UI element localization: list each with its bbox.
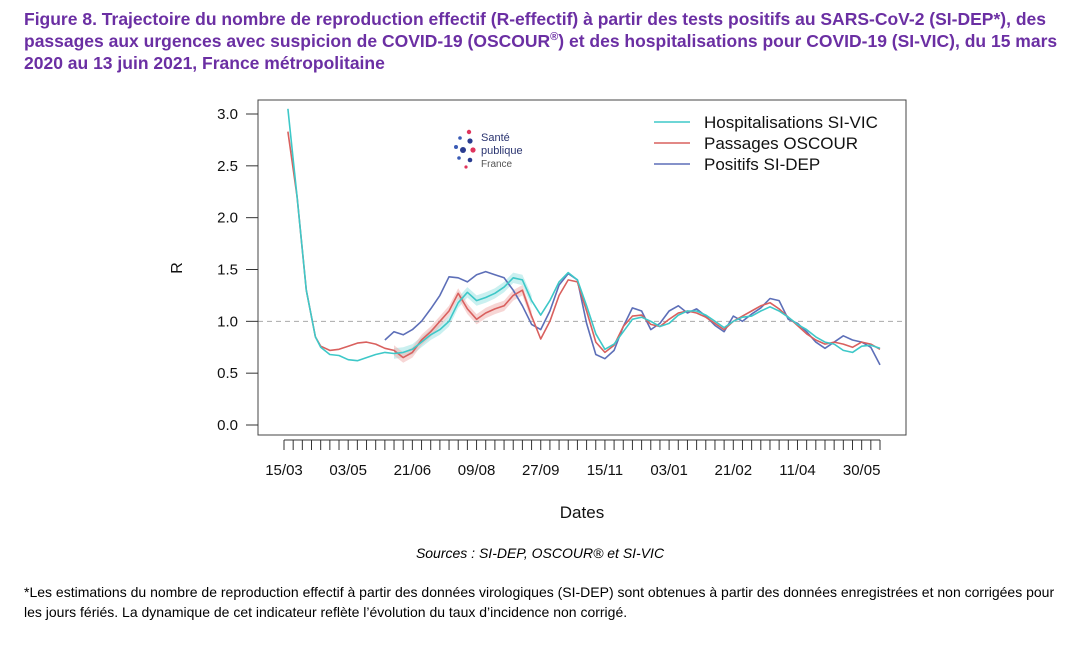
legend-label-1: Hospitalisations SI-VIC — [704, 113, 878, 132]
x-tick-label: 11/04 — [779, 462, 815, 479]
y-tick-label: 3.0 — [217, 106, 238, 123]
x-tick-label: 27/09 — [522, 462, 560, 479]
confidence-band-2 — [394, 285, 532, 363]
series-line-2 — [287, 131, 881, 359]
x-tick-label: 03/05 — [329, 462, 367, 479]
legend: Hospitalisations SI-VIC Passages OSCOUR Po… — [654, 113, 878, 174]
legend-label-2: Passages OSCOUR — [704, 134, 858, 153]
y-axis: 0.0 0.5 1.0 1.5 2.0 2.5 3.0 — [217, 106, 258, 434]
y-tick-label: 2.5 — [217, 158, 238, 175]
x-axis-label: Dates — [560, 503, 604, 522]
logo-line1: Santé — [481, 132, 510, 144]
y-tick-label: 1.5 — [217, 262, 238, 279]
figure-title-text-end: ) et des hospitalisations pour COVID-19 … — [24, 31, 1058, 73]
plot-frame — [257, 99, 907, 436]
logo-line2: publique — [481, 145, 523, 157]
series-lines — [287, 108, 881, 366]
spf-logo: Santé publique France — [454, 129, 523, 170]
footnote: *Les estimations du nombre de reproducti… — [24, 584, 1055, 620]
figure-title: Figure 8. Trajectoire du nombre de repro… — [24, 8, 1064, 74]
logo-dots-icon — [454, 129, 476, 169]
x-tick-label: 21/06 — [394, 462, 432, 479]
y-tick-label: 2.0 — [217, 210, 238, 227]
sources-note: Sources : SI-DEP, OSCOUR® et SI-VIC — [415, 545, 665, 561]
legend-label-3: Positifs SI-DEP — [704, 155, 820, 174]
r-effectif-chart: 0.0 0.5 1.0 1.5 2.0 2.5 3.0 15/03 03/05 21/06 09/… — [169, 99, 907, 522]
series-line-3 — [384, 270, 881, 366]
logo-line3: France — [481, 159, 513, 170]
series-line-1 — [287, 108, 881, 362]
y-tick-label: 0.0 — [217, 417, 238, 434]
x-axis: 15/03 03/05 21/06 09/08 27/09 15/11 03/01 21/02… — [265, 439, 881, 479]
x-tick-label: 30/05 — [843, 462, 881, 479]
x-tick-label: 15/11 — [587, 462, 623, 479]
y-axis-label: R — [169, 262, 186, 274]
y-tick-label: 1.0 — [217, 313, 238, 330]
y-tick-label: 0.5 — [217, 365, 238, 382]
figure-title-text: Figure 8. Trajectoire du nombre de repro… — [24, 9, 1046, 51]
x-tick-label: 09/08 — [458, 462, 496, 479]
x-tick-label: 21/02 — [715, 462, 753, 479]
x-tick-label: 03/01 — [650, 462, 688, 479]
x-tick-label: 15/03 — [265, 462, 303, 479]
registered-mark: ® — [550, 31, 559, 44]
